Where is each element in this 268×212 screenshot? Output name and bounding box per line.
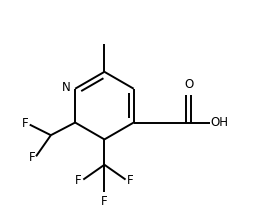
Text: F: F	[22, 117, 29, 130]
Text: OH: OH	[211, 116, 229, 129]
Text: F: F	[126, 174, 133, 187]
Text: F: F	[101, 195, 108, 208]
Text: F: F	[28, 151, 35, 164]
Text: F: F	[75, 174, 81, 187]
Text: N: N	[62, 81, 70, 94]
Text: O: O	[184, 78, 193, 91]
